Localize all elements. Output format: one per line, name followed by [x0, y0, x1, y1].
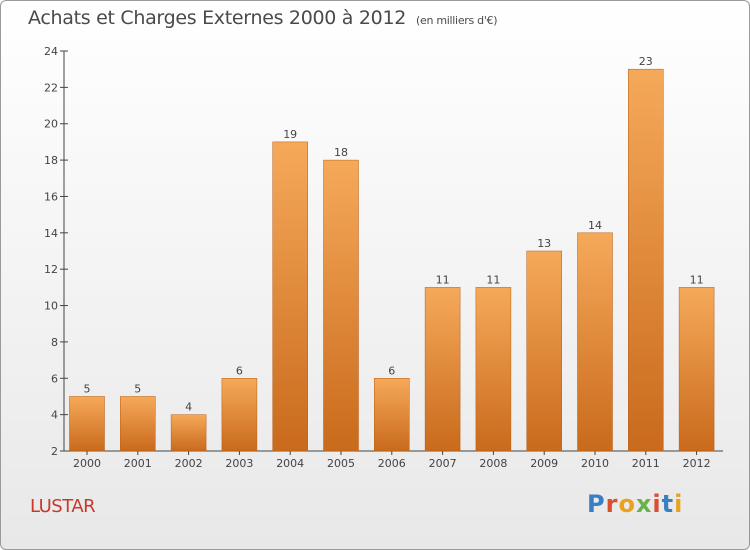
y-tick-label: 22 — [44, 81, 58, 94]
x-tick-label: 2010 — [581, 457, 609, 470]
x-tick-label: 2002 — [175, 457, 203, 470]
bar-value-label: 6 — [236, 364, 243, 377]
x-tick-label: 2009 — [530, 457, 558, 470]
logo-letter: i — [652, 490, 662, 518]
y-tick-label: 18 — [44, 154, 58, 167]
bar — [526, 250, 562, 452]
x-tick-label: 2011 — [632, 457, 660, 470]
chart-bars — [69, 68, 715, 452]
x-tick-label: 2001 — [124, 457, 152, 470]
bar-value-label: 11 — [436, 273, 450, 286]
x-tick-label: 2006 — [378, 457, 406, 470]
bar — [170, 414, 207, 452]
y-tick-label: 20 — [44, 118, 58, 131]
x-tick-label: 2012 — [683, 457, 711, 470]
logo-letter: P — [587, 490, 606, 518]
x-tick-label: 2004 — [276, 457, 304, 470]
bar-value-label: 5 — [84, 382, 91, 395]
bar — [678, 287, 715, 452]
logo-letter: x — [635, 490, 653, 518]
y-tick-label: 12 — [44, 263, 58, 276]
x-tick-label: 2003 — [225, 457, 253, 470]
bar — [577, 232, 613, 452]
bar-value-label: 19 — [283, 128, 297, 141]
y-tick-label: 2 — [51, 445, 58, 458]
proxiti-logo[interactable]: Proxiti — [587, 490, 683, 518]
y-tick-label: 14 — [44, 227, 58, 240]
bar — [475, 287, 512, 452]
bar-value-label: 18 — [334, 146, 348, 159]
chart-unit: (en milliers d'€) — [416, 14, 498, 27]
y-tick-label: 10 — [44, 300, 58, 313]
y-tick-label: 24 — [44, 45, 58, 58]
x-tick-label: 2007 — [429, 457, 457, 470]
bar — [628, 68, 664, 452]
logo-letter: i — [674, 490, 684, 518]
y-tick-label: 8 — [51, 336, 58, 349]
bar-value-label: 11 — [690, 273, 704, 286]
logo-letter: t — [661, 490, 675, 518]
chart-title-text: Achats et Charges Externes 2000 à 2012 — [28, 7, 407, 29]
bar-value-label: 5 — [134, 382, 141, 395]
bar — [272, 141, 308, 452]
bar — [424, 287, 461, 452]
bar-value-label: 14 — [588, 219, 602, 232]
bar — [221, 378, 258, 452]
logo-letter: r — [605, 490, 619, 518]
commune-name: LUSTAR — [30, 496, 96, 517]
bar — [374, 378, 410, 452]
x-tick-label: 2000 — [73, 457, 101, 470]
bar-value-label: 13 — [537, 237, 551, 250]
bar — [120, 396, 156, 452]
bar-value-label: 4 — [185, 401, 192, 414]
bar-value-label: 6 — [388, 364, 395, 377]
x-tick-label: 2008 — [479, 457, 507, 470]
logo-letter: o — [618, 490, 636, 518]
bar — [69, 396, 105, 452]
x-tick-label: 2005 — [327, 457, 355, 470]
bar-value-label: 11 — [486, 273, 500, 286]
y-tick-label: 16 — [44, 190, 58, 203]
y-tick-label: 4 — [51, 409, 58, 422]
bar — [323, 159, 359, 452]
bar-value-label: 23 — [639, 55, 653, 68]
chart-title: Achats et Charges Externes 2000 à 2012 (e… — [28, 7, 498, 29]
chart-labels: 5 2000 5 2001 4 2002 6 2003 19 2004 18 2005 6 2006 11 2… — [73, 55, 711, 470]
y-tick-label: 6 — [51, 372, 58, 385]
